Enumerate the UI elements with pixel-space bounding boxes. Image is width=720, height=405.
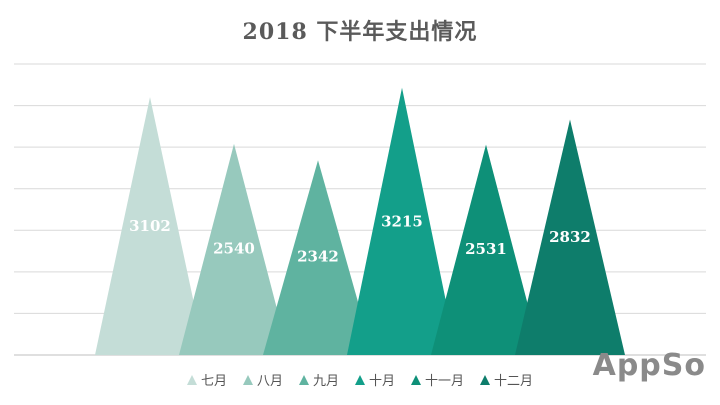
legend-item-2: 八月 [242,370,283,389]
bar-1 [95,97,205,356]
legend-swatch-icon [480,374,491,385]
legend-swatch-icon [411,374,422,385]
value-label-3: 2342 [297,248,339,266]
value-labels: 3102 2540 2342 3215 2531 2832 [129,213,591,266]
value-label-6: 2832 [549,228,591,246]
value-label-4: 3215 [381,213,423,231]
bar-4 [347,87,457,356]
bar-5 [431,144,541,355]
legend-item-5: 十一月 [411,370,464,389]
bar-2 [179,143,289,355]
value-label-5: 2531 [465,240,507,258]
legend-swatch-icon [298,374,309,385]
legend-label: 十二月 [494,374,534,389]
legend-swatch-icon [242,374,253,385]
value-label-1: 3102 [129,217,171,235]
bar-6 [515,119,625,355]
legend-label: 十一月 [425,374,465,389]
value-label-2: 2540 [213,240,255,258]
legend-item-6: 十二月 [480,370,533,389]
chart-title: 2018 下半年支出情况 [242,19,478,45]
legend-item-3: 九月 [298,370,339,389]
legend-label: 八月 [256,374,283,389]
legend-item-4: 十月 [355,370,395,389]
legend-swatch-icon [355,374,365,385]
legend: 七月 八月 九月 十月 十一月 十二月 [0,370,720,389]
bars [95,87,625,356]
watermark-logo: AppSo [592,348,706,383]
legend-label: 七月 [200,374,227,389]
bar-3 [263,160,373,355]
legend-label: 十月 [369,374,396,389]
legend-label: 九月 [312,374,339,389]
legend-swatch-icon [186,374,197,385]
legend-item-1: 七月 [186,370,227,389]
